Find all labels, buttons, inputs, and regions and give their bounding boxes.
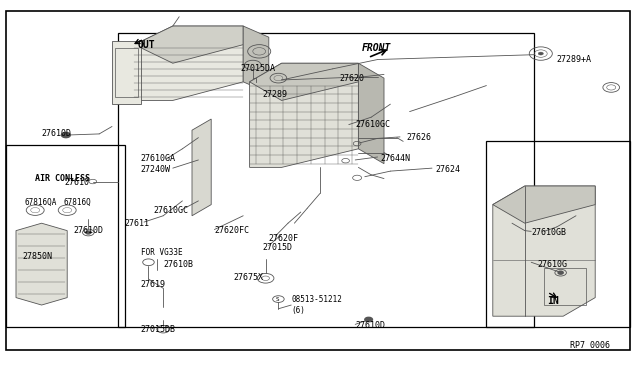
Text: 27610G: 27610G [538,260,568,269]
Circle shape [61,132,70,138]
Text: 27620FC: 27620FC [214,226,250,235]
Text: IN: IN [547,296,559,306]
Text: 27610D: 27610D [74,226,104,235]
Text: 27289+A: 27289+A [557,55,592,64]
Text: 08513-51212: 08513-51212 [291,295,342,304]
Text: 27619: 27619 [141,280,166,289]
Text: 67816Q: 67816Q [64,198,92,207]
Text: 27626: 27626 [406,133,431,142]
Text: 27610: 27610 [64,178,89,187]
Circle shape [558,271,563,274]
Polygon shape [358,63,384,164]
Text: AIR CONLESS: AIR CONLESS [35,174,90,183]
Text: 27610GC: 27610GC [154,206,189,215]
Polygon shape [493,186,595,316]
Circle shape [538,52,543,55]
Text: OUT: OUT [138,40,156,49]
Polygon shape [16,223,67,305]
Text: 27610GB: 27610GB [531,228,566,237]
Text: 27644N: 27644N [381,154,411,163]
Circle shape [86,231,91,234]
Text: 27610B: 27610B [163,260,193,269]
Polygon shape [250,63,358,100]
Text: 27620F: 27620F [269,234,299,243]
Text: 27850N: 27850N [22,252,52,261]
Text: 27015D: 27015D [262,243,292,252]
Bar [544,268,586,305]
Text: 27610D: 27610D [42,129,72,138]
Polygon shape [112,41,141,104]
Text: 27675X: 27675X [234,273,264,282]
Text: 27289: 27289 [262,90,287,99]
Text: 27610GC: 27610GC [355,120,390,129]
Text: 67816QA: 67816QA [24,198,57,207]
Bar [115,48,138,97]
Polygon shape [192,119,211,216]
Text: 27015DA: 27015DA [240,64,275,73]
Polygon shape [243,26,269,93]
Text: FOR VG33E: FOR VG33E [141,248,182,257]
Text: 27015DB: 27015DB [141,325,176,334]
Polygon shape [134,26,243,100]
Text: 27611: 27611 [125,219,150,228]
Text: 27240W: 27240W [141,165,171,174]
Text: 27620: 27620 [339,74,364,83]
Polygon shape [250,63,358,167]
Text: 27624: 27624 [435,165,460,174]
Text: 27610D: 27610D [355,321,385,330]
Bar [118,33,534,327]
Text: FRONT: FRONT [362,44,391,53]
Text: S: S [276,296,280,302]
Text: (6): (6) [291,306,305,315]
Text: 27610GA: 27610GA [141,154,176,163]
Circle shape [365,317,372,322]
Bar [6,145,125,327]
Bar [486,141,630,327]
Polygon shape [493,186,595,223]
Polygon shape [134,26,243,63]
Text: RP7 0006: RP7 0006 [570,341,610,350]
